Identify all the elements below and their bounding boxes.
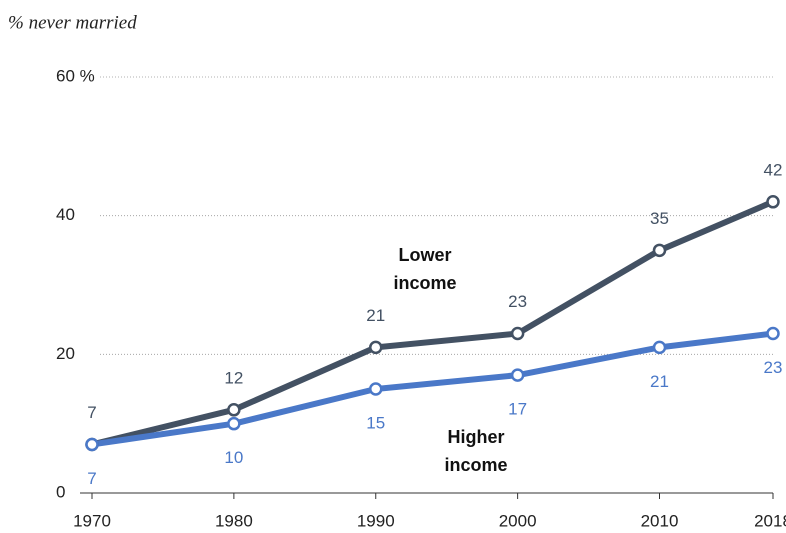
y-tick-label: 40 xyxy=(56,205,75,224)
point xyxy=(369,382,383,396)
point xyxy=(227,416,241,431)
point xyxy=(510,368,525,382)
chart-title: % never married xyxy=(8,12,137,33)
point xyxy=(369,340,383,355)
point xyxy=(652,340,667,355)
x-tick-label: 2018 xyxy=(754,511,786,530)
x-tick-label: 2000 xyxy=(499,511,537,530)
y-tick-label: 60 % xyxy=(56,66,95,85)
x-tick-label: 1980 xyxy=(215,511,253,530)
data-label: 21 xyxy=(366,306,385,325)
x-tick-label: 1990 xyxy=(357,511,395,530)
point xyxy=(766,195,780,209)
data-label: 35 xyxy=(650,209,669,228)
x-tick-label: 1970 xyxy=(73,511,111,530)
point xyxy=(510,326,525,341)
y-tick-label: 20 xyxy=(56,344,75,363)
data-label: 15 xyxy=(366,413,385,432)
point xyxy=(85,437,99,452)
series-annotation: Higher income xyxy=(444,427,507,475)
point xyxy=(652,243,667,258)
point xyxy=(227,403,241,417)
data-label: 10 xyxy=(224,448,243,467)
point xyxy=(766,326,780,341)
series-annotation: Lower income xyxy=(393,245,456,293)
data-label: 23 xyxy=(508,292,527,311)
data-label: 23 xyxy=(764,358,783,377)
data-label: 7 xyxy=(87,403,96,422)
data-label: 17 xyxy=(508,400,527,419)
series-line xyxy=(91,199,775,448)
series-line xyxy=(91,330,774,448)
data-label: 12 xyxy=(224,368,243,387)
data-label: 21 xyxy=(650,372,669,391)
y-tick-label: 0 xyxy=(56,482,65,501)
data-label: 42 xyxy=(764,160,783,179)
x-tick-label: 2010 xyxy=(641,511,679,530)
data-label: 7 xyxy=(87,469,96,488)
